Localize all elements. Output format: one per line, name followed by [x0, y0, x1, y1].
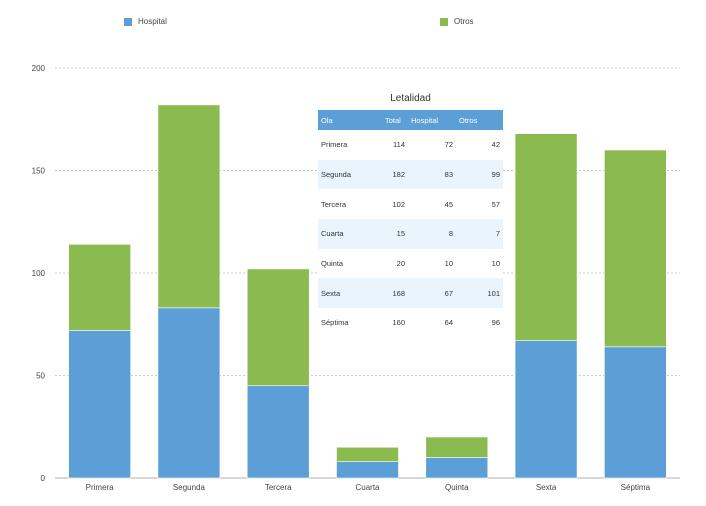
table-header-total: Total: [382, 110, 408, 130]
table-header-ola: Ola: [318, 110, 382, 130]
table-cell: Cuarta: [318, 219, 382, 249]
table-cell: Sexta: [318, 278, 382, 309]
bar-hospital-quinta: [425, 457, 489, 479]
table-cell: 8: [408, 219, 456, 249]
bar-hospital-tercera: [246, 385, 310, 479]
bar-otros-sexta: [514, 133, 578, 341]
table-cell: 10: [408, 248, 456, 279]
bar-otros-séptima: [604, 149, 667, 348]
table-header-hospital: Hospital: [408, 110, 456, 130]
legend-hospital-label: Hospital: [138, 17, 167, 26]
table-header-otros: Otros: [456, 110, 503, 130]
table-cell: 20: [382, 248, 408, 279]
table-cell: 10: [456, 248, 503, 279]
table-cell: Séptima: [318, 308, 382, 338]
y-tick-label: 0: [41, 474, 46, 483]
bar-hospital-primera: [68, 330, 131, 479]
bar-hospital-cuarta: [336, 461, 399, 479]
table-cell: 67: [408, 278, 456, 309]
table-cell: 99: [456, 159, 503, 190]
x-tick-label: Segunda: [173, 483, 206, 492]
bar-otros-tercera: [246, 268, 310, 387]
x-tick-label: Sexta: [536, 483, 557, 492]
table-cell: 182: [382, 159, 408, 190]
table-row: Sexta 168 67 101: [318, 278, 503, 309]
table-header-row: Ola Total Hospital Otros: [318, 110, 503, 130]
bar-otros-quinta: [425, 436, 489, 458]
table-cell: Quinta: [318, 248, 382, 279]
legend-hospital-swatch: [124, 17, 132, 26]
x-tick-label: Cuarta: [355, 483, 380, 492]
table-row: Segunda 182 83 99: [318, 159, 503, 190]
y-tick-label: 150: [32, 167, 46, 176]
table-cell: 57: [456, 189, 503, 220]
table-row: Cuarta 15 8 7: [318, 219, 503, 249]
table-cell: Primera: [318, 130, 382, 160]
x-tick-label: Tercera: [265, 483, 292, 492]
bar-otros-primera: [68, 244, 131, 331]
legend-otros-swatch: [440, 17, 448, 26]
x-tick-label: Séptima: [621, 483, 651, 492]
table-cell: 96: [456, 308, 503, 338]
table-cell: 160: [382, 308, 408, 338]
table-title: Letalidad: [390, 93, 431, 104]
table-cell: 101: [456, 278, 503, 309]
table-cell: 168: [382, 278, 408, 309]
table-cell: 7: [456, 219, 503, 249]
table-cell: 45: [408, 189, 456, 220]
letalidad-table: Ola Total Hospital Otros Primera 114 72 …: [318, 110, 503, 338]
bar-hospital-segunda: [157, 307, 221, 479]
table-row: Primera 114 72 42: [318, 130, 503, 160]
legend-hospital: Hospital: [124, 17, 167, 26]
table-row: Séptima 160 64 96: [318, 308, 503, 338]
table-cell: 102: [382, 189, 408, 220]
x-tick-label: Primera: [86, 483, 115, 492]
bar-otros-segunda: [157, 104, 221, 309]
y-tick-label: 200: [32, 64, 46, 73]
table-row: Quinta 20 10 10: [318, 248, 503, 279]
bar-otros-cuarta: [336, 446, 399, 462]
table-row: Tercera 102 45 57: [318, 189, 503, 220]
bar-hospital-séptima: [604, 346, 667, 479]
y-tick-label: 50: [36, 372, 45, 381]
table-cell: 64: [408, 308, 456, 338]
table-cell: 42: [456, 130, 503, 160]
y-tick-label: 100: [32, 269, 46, 278]
table-cell: Segunda: [318, 159, 382, 190]
x-tick-label: Quinta: [445, 483, 469, 492]
legend-otros-label: Otros: [454, 17, 474, 26]
bar-hospital-sexta: [514, 340, 578, 479]
table-cell: Tercera: [318, 189, 382, 220]
table-cell: 114: [382, 130, 408, 160]
table-cell: 72: [408, 130, 456, 160]
legend-otros: Otros: [440, 17, 474, 26]
table-cell: 15: [382, 219, 408, 249]
table-cell: 83: [408, 159, 456, 190]
